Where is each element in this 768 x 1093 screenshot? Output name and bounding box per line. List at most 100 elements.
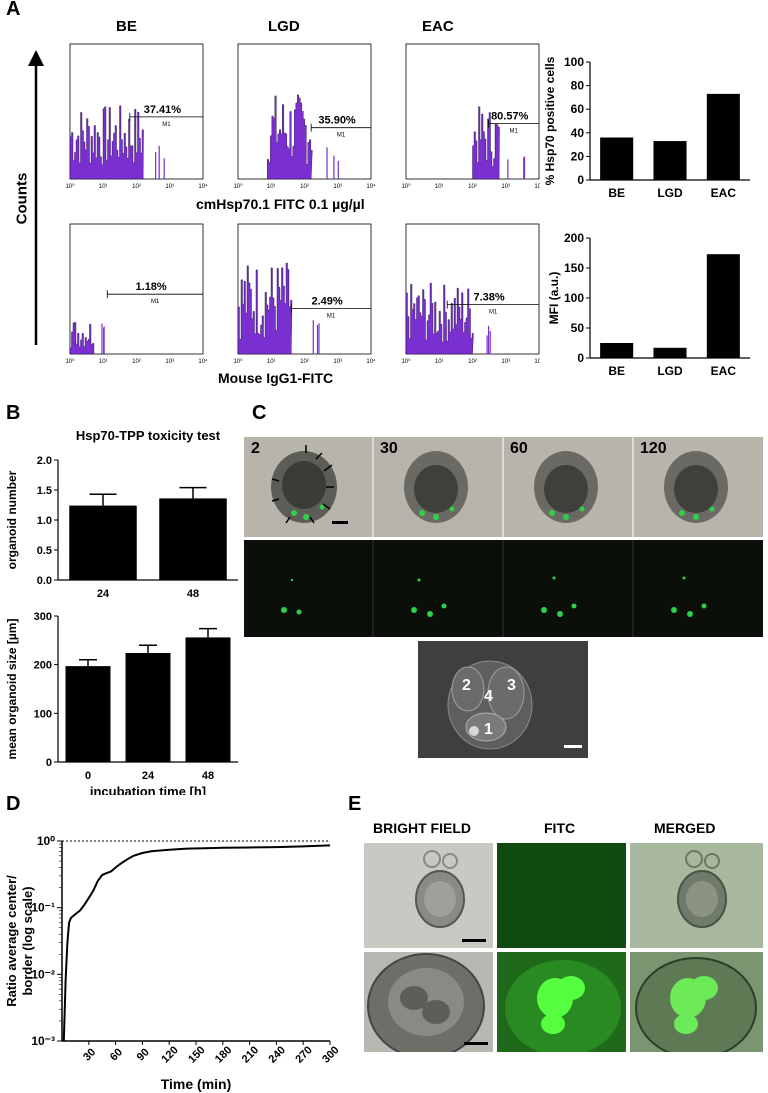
bar-24 (69, 505, 137, 580)
x-tick-label: 270 (293, 1044, 314, 1065)
column-title-be: BE (116, 18, 137, 35)
histogram-xtick: 10⁴ (198, 183, 208, 190)
x-tick-label: 48 (187, 588, 199, 600)
y-tick-label: 10⁻¹ (31, 901, 55, 915)
y-axis-label: Ratio average center/ (4, 875, 19, 1007)
gate-m1-label: M1 (151, 299, 160, 305)
histogram-xtick: 10² (132, 359, 141, 365)
histogram-xtick: 10² (132, 184, 141, 190)
time-label-60: 60 (510, 440, 528, 457)
ratio-center-border-line-chart: 10⁰ 10⁻¹ 10⁻² 10⁻³ 30 60 90 120 150 180 210 240 270 3… (4, 834, 342, 1092)
histogram-1: M1 37.41% 10⁰ 10¹ 10² 10³ 10⁴ (65, 43, 208, 190)
y-tick-label: 80 (571, 79, 585, 93)
histogram-xtick: 10¹ (435, 359, 444, 365)
e-merged-top (630, 843, 763, 948)
histogram-xtick: 10³ (501, 184, 510, 190)
x-tick-label: 300 (320, 1044, 341, 1065)
histogram-distribution (405, 282, 474, 355)
panel-letter-e: E (348, 793, 362, 815)
histogram-xtick: 10⁰ (233, 358, 243, 365)
y-tick-label: 50 (571, 321, 585, 335)
gate-m1-label: M1 (489, 310, 498, 316)
x-tick-label: EAC (711, 186, 737, 200)
bar-48 (159, 498, 227, 580)
y-tick-label: 0.5 (37, 545, 52, 557)
organoid-size-bar-chart: 0 100 200 300 0 24 48 mean organoid size [µm] in… (5, 611, 238, 795)
x-tick-label: 60 (108, 1046, 125, 1063)
histogram-xtick: 10⁰ (65, 183, 75, 190)
fluorescence-row (244, 540, 763, 637)
histogram-distribution (69, 322, 95, 355)
time-label-30: 30 (380, 440, 398, 457)
bar-LGD (653, 347, 687, 358)
counts-axis-arrow (28, 50, 44, 345)
e-fitc-top (497, 843, 626, 948)
histogram-xtick: 10⁰ (401, 183, 411, 190)
histogram-distribution (472, 106, 500, 180)
x-tick-label: 180 (213, 1044, 234, 1065)
y-tick-label: 100 (564, 291, 584, 305)
panel-letter-c: C (252, 402, 267, 424)
histogram-xtick: 10³ (333, 184, 342, 190)
bar-EAC (706, 254, 740, 358)
gate-m1-label: M1 (337, 133, 346, 139)
x-tick-label: 240 (267, 1044, 288, 1065)
histogram-xtick: 10³ (501, 359, 510, 365)
x-tick-label: 150 (186, 1044, 207, 1065)
bar-BE (600, 343, 634, 358)
gate-percentage: 7.38% (474, 292, 505, 304)
histogram-xtick: 10⁴ (198, 358, 208, 365)
frame-t60 (534, 451, 598, 523)
histogram-xtick: 10² (468, 184, 477, 190)
panel-letter-d: D (6, 793, 21, 815)
y-tick-label: 10⁻³ (31, 1034, 55, 1048)
column-title-fitc: FITC (544, 820, 576, 836)
x-tick-label: EAC (711, 364, 737, 378)
flow-histograms: M1 37.41% 10⁰ 10¹ 10² 10³ 10⁴ M1 35.90% 10⁰ 10¹ 10²… (65, 43, 540, 365)
x-axis-label: Time (min) (161, 1076, 232, 1092)
e-bright-field-top (364, 843, 493, 948)
e-fitc-bottom (497, 952, 626, 1052)
bar-BE (600, 137, 634, 180)
ratio-series-line (62, 844, 331, 1042)
frame-t2 (271, 445, 348, 524)
gate-m1-label: M1 (510, 129, 519, 135)
hsp70-positive-bar-chart: 0 20 40 60 80 100 BE LGD EAC % Hsp70 positive cel… (543, 55, 750, 200)
histogram-xtick: 10³ (333, 359, 342, 365)
y-tick-label: 0 (577, 351, 584, 365)
y-tick-label: 0 (577, 173, 584, 187)
histogram-frame (69, 223, 204, 355)
x-tick-label: BE (608, 186, 625, 200)
gate-percentage: 37.41% (144, 104, 182, 116)
mfi-bar-chart: 0 50 100 150 200 BE LGD EAC MFI (a.u.) (547, 231, 750, 378)
y-tick-label: 10⁰ (37, 834, 55, 848)
gate-m1-label: M1 (162, 122, 171, 128)
histogram-xtick: 10² (300, 359, 309, 365)
x-tick-label: LGD (657, 186, 683, 200)
y-tick-label: 1.0 (37, 515, 52, 527)
frame-t30 (404, 451, 468, 523)
y-tick-label: 100 (34, 708, 52, 720)
histogram-xtick: 10² (300, 184, 309, 190)
x-tick-label: LGD (657, 364, 683, 378)
histogram-distribution (267, 94, 313, 180)
histogram-xtick: 10⁰ (233, 183, 243, 190)
y-tick-label: 0.0 (37, 575, 52, 587)
x-tick-label: 120 (159, 1044, 180, 1065)
histogram-distribution (69, 105, 144, 180)
x-tick-label: 30 (81, 1046, 98, 1063)
bar-24 (125, 652, 171, 762)
histogram-xtick: 10³ (165, 359, 174, 365)
y-axis-label: organoid number (5, 470, 19, 569)
y-tick-label: 20 (571, 149, 585, 163)
histogram-5: M1 2.49% 10⁰ 10¹ 10² 10³ 10⁴ (233, 223, 376, 365)
column-title-lgd: LGD (268, 18, 300, 35)
x-tick-label: 0 (85, 770, 91, 782)
histogram-xtick: 10³ (165, 184, 174, 190)
x-tick-label: 48 (202, 770, 214, 782)
y-axis-label: MFI (a.u.) (547, 272, 561, 325)
panel-letter-b: B (6, 402, 21, 424)
y-tick-label: 40 (571, 126, 585, 140)
chart-title: Hsp70-TPP toxicity test (76, 428, 221, 443)
row1-xlabel: cmHsp70.1 FITC 0.1 µg/µl (196, 196, 365, 212)
